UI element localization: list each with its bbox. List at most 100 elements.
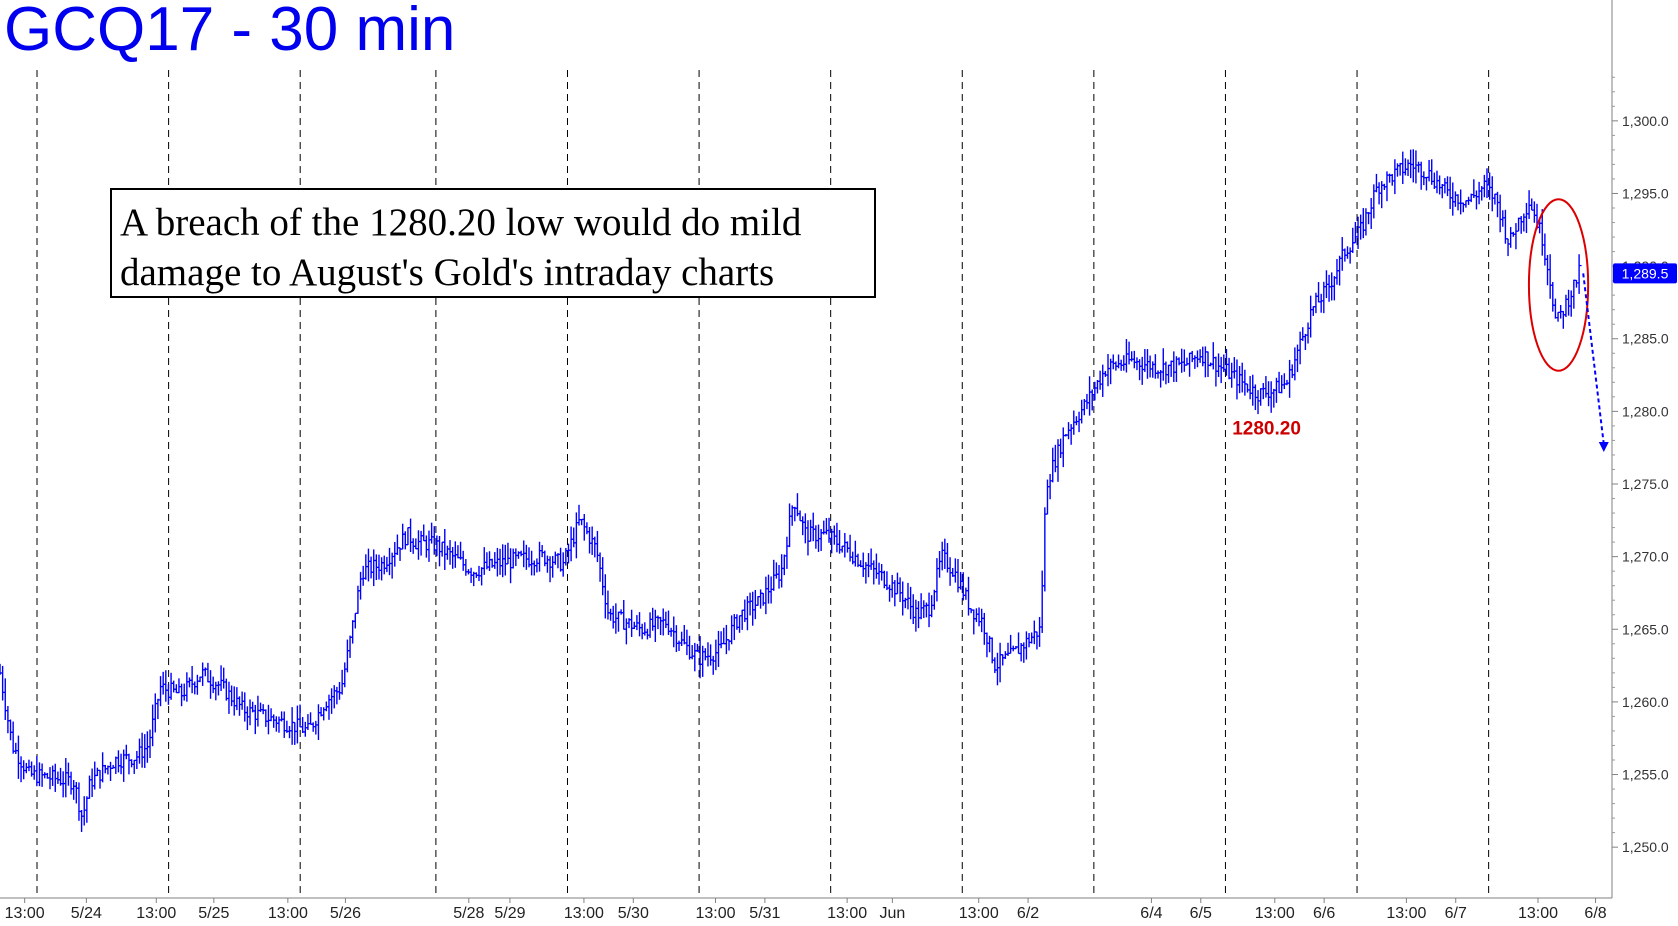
price-bar [292, 721, 298, 745]
price-bar [1542, 233, 1548, 266]
price-bar [71, 779, 77, 800]
price-bar [231, 686, 237, 716]
price-bar [1402, 158, 1408, 176]
price-bar [916, 601, 922, 629]
projection-arrow [1582, 273, 1605, 445]
price-bar [1084, 393, 1090, 410]
key-low-label: 1280.20 [1232, 418, 1301, 439]
price-bar [1234, 359, 1240, 400]
price-bar [715, 630, 721, 667]
price-bar [760, 592, 766, 606]
price-bar [937, 551, 943, 578]
price-bar [1123, 339, 1129, 373]
price-bar [544, 555, 550, 573]
x-tick-label: 13:00 [5, 905, 45, 922]
price-bar [300, 717, 306, 733]
price-bar [537, 541, 543, 572]
price-bar [1500, 210, 1506, 227]
price-bar [1276, 371, 1282, 394]
price-bar [1173, 356, 1179, 382]
x-tick-label: 5/28 [453, 905, 484, 922]
price-bar [194, 674, 200, 695]
price-bar [1297, 331, 1303, 365]
price-bar [397, 547, 403, 561]
price-bar [379, 557, 385, 581]
price-bar [184, 672, 190, 702]
price-bar [650, 607, 656, 631]
price-bar [129, 759, 135, 768]
price-bar [8, 719, 14, 741]
price-bar [1568, 290, 1574, 317]
price-bar [429, 522, 435, 544]
price-bar [387, 547, 393, 576]
price-bar [1571, 279, 1577, 309]
price-bar [210, 676, 216, 694]
price-bar [347, 635, 353, 658]
price-bar [1310, 306, 1316, 316]
price-bar [905, 582, 911, 610]
price-bar [687, 635, 693, 660]
price-bar [910, 594, 916, 625]
price-bar [673, 625, 679, 653]
price-bar [492, 552, 498, 569]
price-bar [844, 541, 850, 553]
price-bar [1439, 183, 1445, 199]
price-bar [1413, 150, 1419, 184]
price-bar [505, 542, 511, 565]
price-bar [1521, 213, 1527, 232]
price-bar [1139, 356, 1145, 385]
price-bar [179, 683, 185, 707]
price-bar [1216, 353, 1222, 378]
price-bar [860, 552, 866, 578]
price-bar [444, 545, 450, 560]
price-bar [1231, 357, 1237, 379]
price-bar [966, 576, 972, 616]
price-bar [621, 600, 627, 630]
x-tick-label: 5/26 [330, 905, 361, 922]
price-bar [1373, 173, 1379, 193]
price-bar [60, 771, 66, 798]
price-bar [68, 771, 74, 795]
price-bar [489, 558, 495, 568]
price-bar [450, 547, 456, 569]
price-bar [192, 681, 198, 695]
price-bar [758, 589, 764, 609]
price-bar [994, 652, 1000, 686]
price-bar [1000, 654, 1006, 666]
price-bar [1437, 175, 1443, 195]
price-bar [797, 510, 803, 522]
price-bar [1047, 474, 1053, 500]
price-bar [876, 562, 882, 585]
price-bar [805, 520, 811, 556]
price-bar [476, 565, 482, 582]
price-bar [302, 721, 308, 737]
price-bar [460, 550, 466, 571]
price-bar [1416, 161, 1422, 173]
price-bar [176, 678, 182, 694]
annotation-line-1: A breach of the 1280.20 low would do mil… [120, 201, 802, 244]
price-bar [392, 541, 398, 567]
price-bar [1523, 202, 1529, 234]
price-bar [215, 681, 221, 696]
price-bar [1239, 362, 1245, 393]
price-bar [1102, 370, 1108, 377]
price-bar [1255, 390, 1261, 415]
price-bar [1529, 198, 1535, 211]
y-tick-label: 1,275.0 [1622, 476, 1669, 492]
price-bar [1197, 349, 1203, 363]
price-bar [86, 775, 92, 799]
price-bar [236, 696, 242, 716]
price-bar [297, 704, 303, 728]
price-bar [1337, 255, 1343, 286]
price-bar [47, 767, 53, 790]
price-bar [79, 810, 85, 832]
price-bar [1050, 447, 1056, 483]
price-bar [615, 611, 621, 632]
price-bar [610, 605, 616, 629]
price-bar [218, 665, 224, 692]
price-bar [247, 699, 253, 726]
highlight-ellipse [1527, 198, 1590, 372]
price-bar [1305, 322, 1311, 344]
price-bar [260, 704, 266, 715]
price-bar [808, 519, 814, 542]
